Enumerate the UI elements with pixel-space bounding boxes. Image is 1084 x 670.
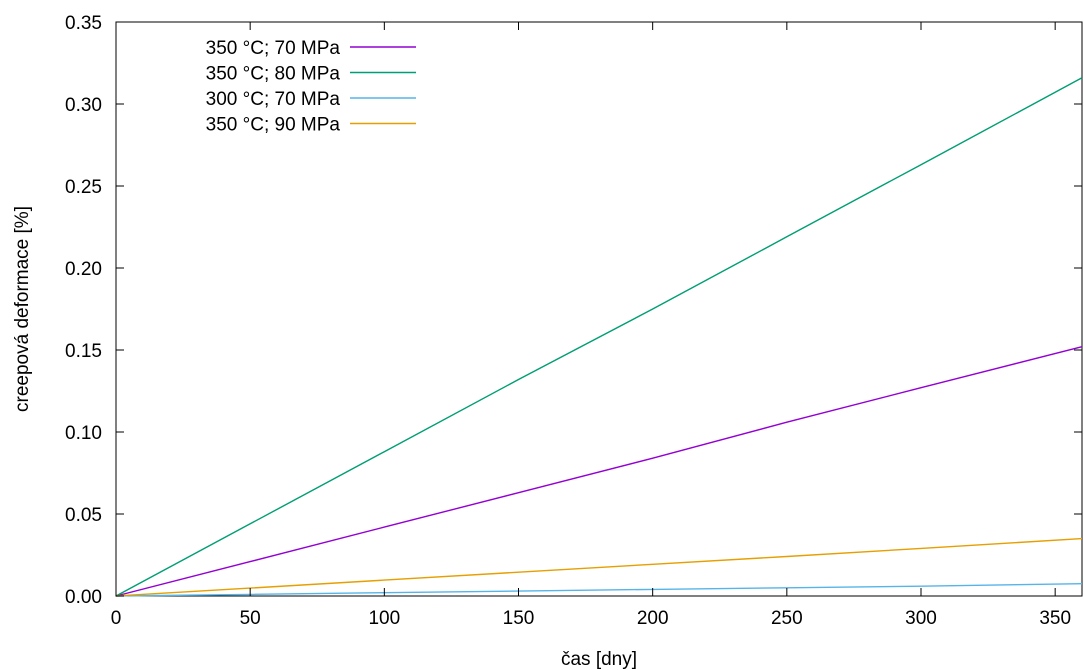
x-tick-label: 150 [503, 608, 535, 629]
legend-label-1: 350 °C; 70 MPa [206, 38, 341, 59]
series-line-1 [115, 346, 1083, 597]
x-tick-label: 250 [771, 608, 803, 629]
series-line-2 [115, 77, 1083, 597]
x-tick-label: 200 [637, 608, 669, 629]
y-axis-label: creepová deformace [%] [12, 206, 33, 412]
x-tick-label: 300 [905, 608, 937, 629]
y-tick-label: 0.35 [65, 13, 102, 34]
y-tick-label: 0.00 [65, 587, 102, 608]
y-tick-label: 0.05 [65, 505, 102, 526]
y-tick-label: 0.30 [65, 95, 102, 116]
x-tick-label: 350 [1039, 608, 1071, 629]
legend-label-2: 350 °C; 80 MPa [206, 64, 341, 85]
x-tick-label: 100 [368, 608, 400, 629]
series-line-4 [115, 537, 1083, 597]
series-lines [115, 77, 1083, 597]
y-tick-label: 0.20 [65, 259, 102, 280]
y-tick-label: 0.25 [65, 177, 102, 198]
x-axis-label: čas [dny] [561, 649, 637, 670]
x-tick-label: 50 [240, 608, 261, 629]
legend: 350 °C; 70 MPa 350 °C; 80 MPa 300 °C; 70 M… [206, 38, 416, 136]
legend-label-3: 300 °C; 70 MPa [206, 89, 341, 110]
plot-border [115, 21, 1083, 597]
series-line-3 [115, 583, 1083, 597]
legend-label-4: 350 °C; 90 MPa [206, 115, 341, 136]
y-tick-label: 0.15 [65, 341, 102, 362]
axis-ticks: 0 50 100 150 200 250 300 350 0.00 0.05 0.10 0.15 0.2… [65, 13, 1082, 629]
x-tick-label: 0 [111, 608, 122, 629]
plot-frame [115, 21, 1083, 597]
y-tick-label: 0.10 [65, 423, 102, 444]
